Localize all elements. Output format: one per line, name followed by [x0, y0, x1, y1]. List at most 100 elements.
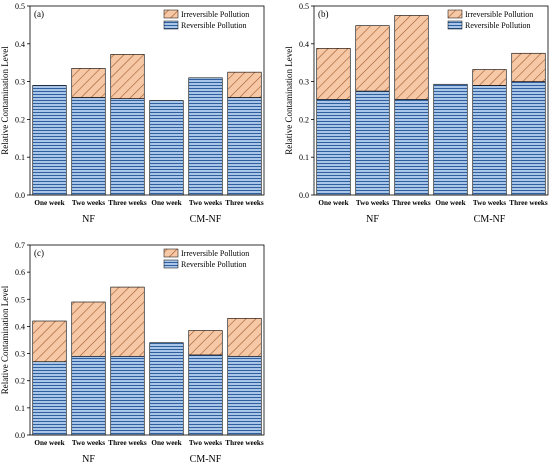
plot-frame — [29, 5, 265, 196]
y-tick-label: 0.4 — [15, 322, 25, 331]
bar-reversible — [149, 100, 184, 196]
y-tick-label: 0.5 — [15, 295, 25, 304]
bar-reversible — [32, 85, 67, 196]
y-tick-label: 0.0 — [15, 431, 25, 440]
y-tick-label: 0.0 — [15, 191, 25, 200]
bar-reversible — [227, 355, 262, 436]
y-tick-label: 0.3 — [15, 350, 25, 359]
x-tick-label: One week — [435, 199, 465, 207]
y-tick-label: 0.2 — [15, 115, 25, 124]
legend-swatch-irreversible — [163, 9, 179, 19]
x-tick-label: Two weeks — [72, 199, 105, 207]
chart-panel-b: One week Two weeks Three weeks One week Two … — [284, 2, 549, 225]
x-tick-label: Two weeks — [189, 439, 222, 447]
bar-reversible — [355, 90, 390, 196]
x-tick-label: One week — [151, 199, 181, 207]
bar-irreversible — [355, 25, 390, 92]
bar-reversible — [188, 354, 223, 436]
y-tick-label: 0.2 — [15, 377, 25, 386]
x-tick-label: Three weeks — [225, 199, 264, 207]
x-tick-label: Three weeks — [225, 439, 264, 447]
bar-irreversible — [227, 71, 262, 98]
bar-irreversible — [316, 48, 351, 100]
x-tick-label: Three weeks — [108, 199, 147, 207]
legend-swatch-reversible — [163, 20, 179, 30]
x-tick-label: One week — [151, 439, 181, 447]
bar-reversible — [472, 85, 507, 196]
group-label: NF — [82, 454, 95, 465]
group-label: NF — [366, 214, 379, 225]
x-tick-label: Three weeks — [108, 439, 147, 447]
bar-reversible — [32, 361, 67, 436]
legend-swatch-irreversible — [163, 248, 179, 258]
y-tick-label: 0.5 — [299, 2, 309, 11]
bar-reversible — [71, 97, 106, 196]
y-tick-label: 0.3 — [299, 78, 309, 87]
x-tick-label: Two weeks — [473, 199, 506, 207]
bar-irreversible — [32, 320, 67, 363]
group-label: CM-NF — [190, 214, 222, 225]
y-tick-label: 0.5 — [15, 2, 25, 11]
panel-label: (a) — [34, 9, 44, 19]
legend-label-reversible: Reversible Pollution — [465, 21, 531, 30]
legend-label-irreversible: Irreversible Pollution — [181, 249, 249, 258]
y-tick-label: 0.1 — [15, 404, 25, 413]
bar-irreversible — [227, 317, 262, 357]
y-axis-title: Relative Contamination Level — [284, 46, 294, 155]
y-tick-label: 0.4 — [299, 40, 309, 49]
x-tick-label: Two weeks — [356, 199, 389, 207]
bar-reversible — [433, 83, 468, 196]
y-tick-label: 0.7 — [15, 241, 25, 250]
plot-frame — [313, 5, 549, 196]
plot-frame — [29, 244, 265, 436]
legend-swatch-reversible — [163, 259, 179, 269]
x-tick-label: One week — [318, 199, 348, 207]
bar-irreversible — [71, 301, 106, 357]
legend-label-reversible: Reversible Pollution — [181, 260, 247, 269]
legend-swatch-reversible — [447, 20, 463, 30]
bar-reversible — [71, 355, 106, 436]
legend-label-irreversible: Irreversible Pollution — [181, 10, 249, 19]
bar-reversible — [110, 355, 145, 436]
y-axis-title: Relative Contamination Level — [0, 46, 10, 155]
panel-label: (b) — [318, 9, 329, 19]
panel-label: (c) — [34, 248, 44, 258]
y-tick-label: 0.4 — [15, 40, 25, 49]
bar-irreversible — [394, 15, 429, 100]
y-axis-title: Relative Contamination Level — [0, 285, 10, 394]
y-tick-label: 0.3 — [15, 78, 25, 87]
bar-irreversible — [110, 54, 145, 99]
bar-reversible — [149, 342, 184, 436]
x-tick-label: Two weeks — [72, 439, 105, 447]
y-tick-label: 0.2 — [299, 115, 309, 124]
bar-reversible — [188, 77, 223, 196]
bar-reversible — [227, 97, 262, 196]
legend-swatch-irreversible — [447, 9, 463, 19]
bar-irreversible — [472, 69, 507, 86]
chart-panel-c: One week Two weeks Three weeks One week Two … — [0, 241, 265, 465]
legend-label-reversible: Reversible Pollution — [181, 21, 247, 30]
y-tick-label: 0.6 — [15, 268, 25, 277]
x-tick-label: One week — [34, 199, 64, 207]
bar-reversible — [110, 98, 145, 196]
group-label: CM-NF — [474, 214, 506, 225]
group-label: CM-NF — [190, 454, 222, 465]
y-tick-label: 0.1 — [299, 153, 309, 162]
x-tick-label: Two weeks — [189, 199, 222, 207]
bar-reversible — [394, 99, 429, 196]
bar-irreversible — [188, 330, 223, 356]
bar-irreversible — [511, 52, 546, 82]
bar-irreversible — [71, 68, 106, 98]
bar-reversible — [316, 99, 351, 196]
x-tick-label: Three weeks — [509, 199, 548, 207]
x-tick-label: Three weeks — [392, 199, 431, 207]
group-label: NF — [82, 214, 95, 225]
bar-reversible — [511, 81, 546, 196]
y-tick-label: 0.0 — [299, 191, 309, 200]
y-tick-label: 0.1 — [15, 153, 25, 162]
chart-panel-a: One week Two weeks Three weeks One week Two … — [0, 2, 265, 225]
legend-label-irreversible: Irreversible Pollution — [465, 10, 533, 19]
x-tick-label: One week — [34, 439, 64, 447]
bar-irreversible — [110, 286, 145, 357]
